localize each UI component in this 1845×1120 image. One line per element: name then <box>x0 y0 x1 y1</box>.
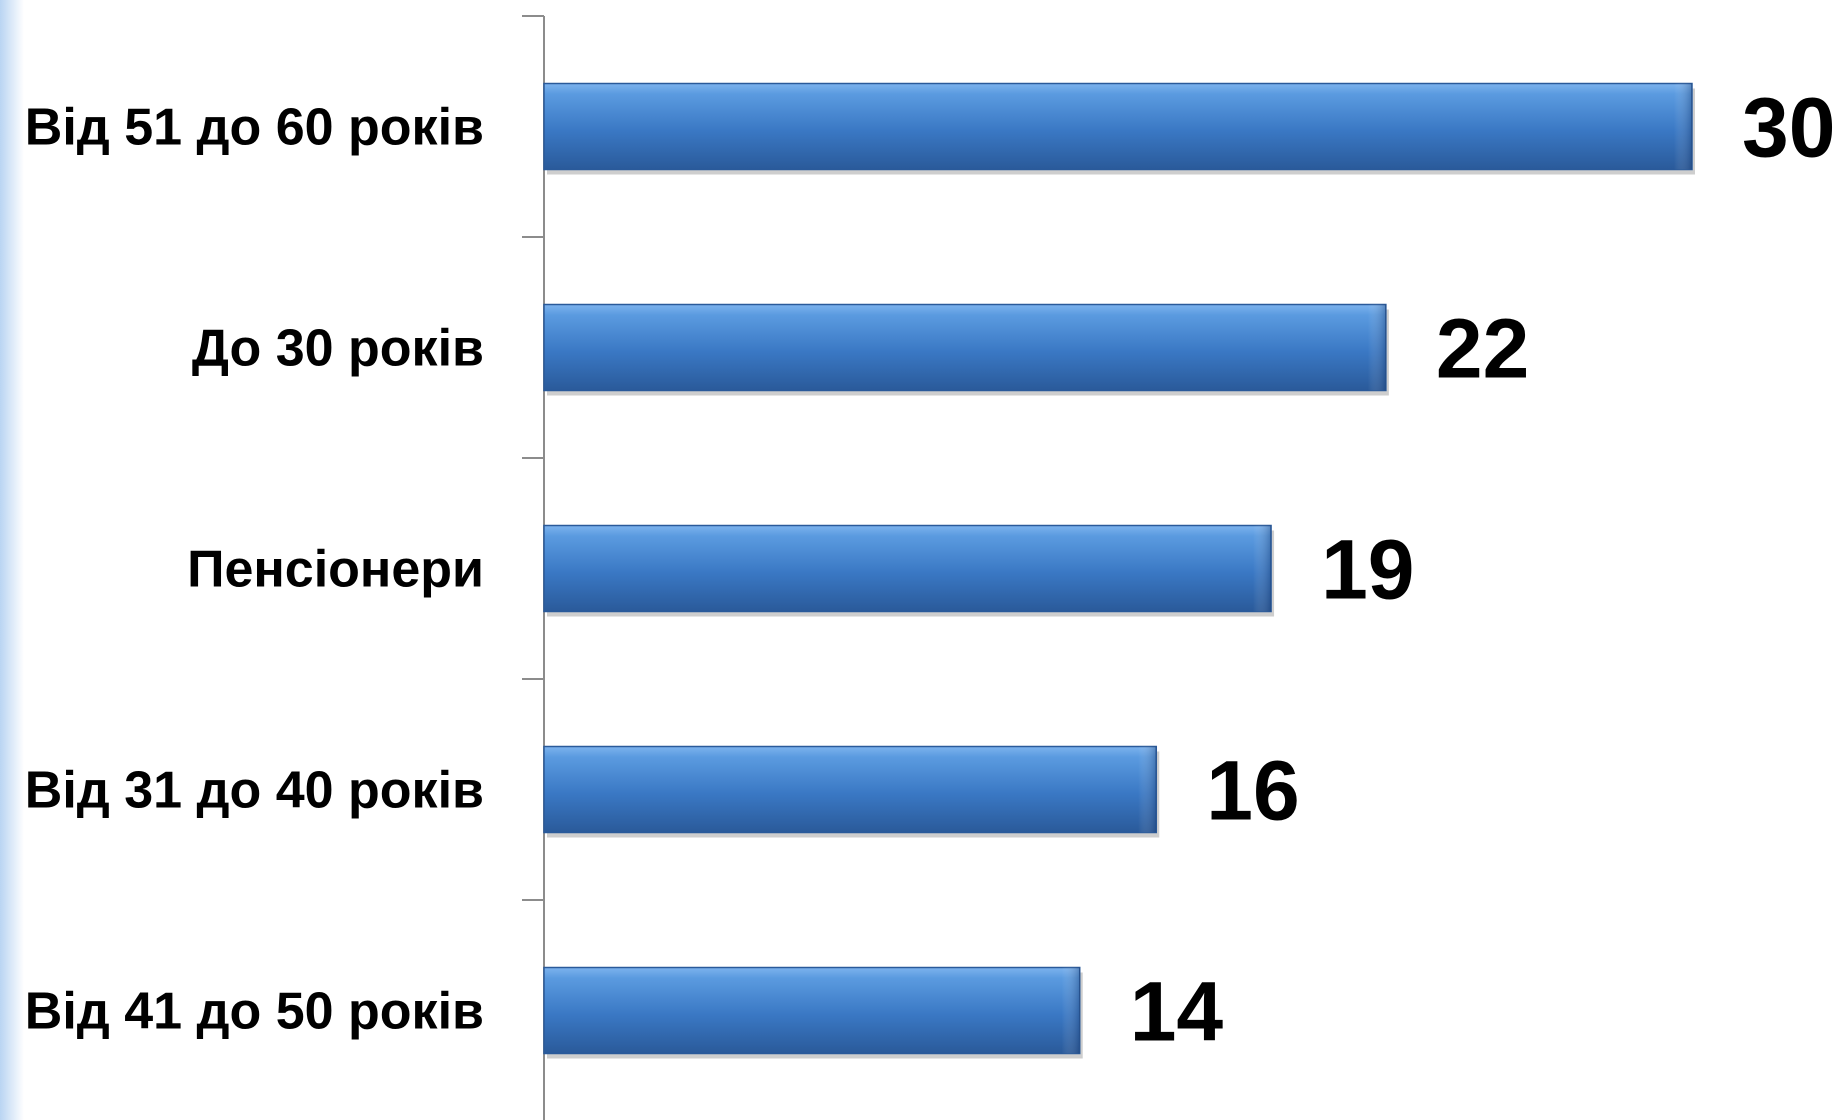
bars <box>543 82 1695 1059</box>
value-labels: 30 22 19 16 14 <box>1130 81 1836 1059</box>
bar-end-bevel <box>1674 83 1692 170</box>
bar-end-bevel <box>1138 746 1157 833</box>
bar-end-bevel <box>1061 967 1080 1054</box>
bar-end-bevel <box>1253 525 1272 612</box>
value-label: 14 <box>1130 965 1224 1059</box>
bar <box>543 966 1081 1055</box>
bar-end-bevel <box>1367 304 1386 391</box>
bar <box>543 524 1272 613</box>
category-labels: Від 51 до 60 років До 30 років Пенсіонери В… <box>25 99 484 1041</box>
bar <box>543 82 1693 171</box>
y-axis-ticks <box>522 15 544 901</box>
category-label: Від 41 до 50 років <box>25 983 484 1041</box>
value-label: 16 <box>1206 744 1299 838</box>
category-label: Від 31 до 40 років <box>25 762 484 820</box>
bar <box>543 303 1387 392</box>
bar <box>543 745 1158 834</box>
value-label: 19 <box>1321 523 1414 617</box>
category-label: Пенсіонери <box>187 541 484 599</box>
value-label: 22 <box>1436 302 1529 396</box>
category-label: Від 51 до 60 років <box>25 99 484 157</box>
category-label: До 30 років <box>192 320 484 378</box>
value-label: 30 <box>1742 81 1835 175</box>
edge-glow <box>0 0 24 1120</box>
